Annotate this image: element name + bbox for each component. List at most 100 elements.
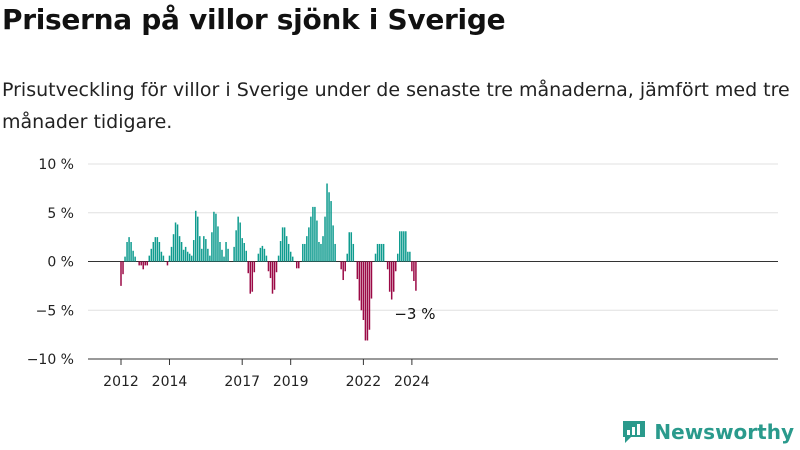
bar bbox=[190, 255, 193, 262]
bar bbox=[279, 241, 282, 262]
bar bbox=[199, 236, 201, 262]
bar bbox=[275, 261, 278, 273]
bar bbox=[390, 261, 393, 300]
bar bbox=[148, 255, 151, 262]
bar bbox=[138, 261, 140, 266]
bar bbox=[158, 242, 161, 262]
bar bbox=[334, 243, 336, 262]
bar bbox=[120, 261, 122, 286]
bar bbox=[366, 261, 369, 341]
y-tick-label: −5 % bbox=[36, 303, 74, 319]
bar bbox=[411, 261, 413, 272]
bar bbox=[386, 261, 389, 270]
x-tick-label: 2017 bbox=[224, 374, 260, 390]
bar bbox=[281, 227, 284, 262]
bar bbox=[219, 242, 221, 262]
bar bbox=[401, 231, 403, 262]
bar bbox=[324, 216, 326, 262]
bar bbox=[356, 261, 359, 280]
bar bbox=[152, 242, 155, 262]
bar bbox=[126, 242, 128, 262]
bar bbox=[205, 239, 207, 262]
bar bbox=[186, 251, 189, 262]
bar bbox=[352, 243, 355, 262]
bar bbox=[413, 261, 415, 281]
bar bbox=[409, 251, 411, 262]
chart-title: Priserna på villor sjönk i Sverige bbox=[2, 3, 506, 36]
bar bbox=[227, 248, 229, 262]
bar bbox=[253, 261, 256, 273]
bar bbox=[156, 237, 159, 262]
bar bbox=[392, 261, 395, 292]
bar bbox=[235, 230, 237, 262]
bar bbox=[332, 225, 334, 262]
bar bbox=[180, 242, 183, 262]
bar bbox=[285, 236, 288, 262]
bar bbox=[182, 249, 185, 262]
bar bbox=[322, 236, 324, 262]
bar bbox=[192, 240, 195, 262]
bar bbox=[295, 261, 298, 269]
bar bbox=[358, 261, 361, 301]
bar bbox=[310, 216, 312, 262]
bar bbox=[388, 261, 391, 292]
bar bbox=[350, 232, 353, 262]
brand-logo: Newsworthy bbox=[620, 418, 794, 446]
bar bbox=[314, 206, 316, 262]
bar bbox=[273, 261, 276, 290]
bar bbox=[150, 248, 153, 262]
bar bbox=[172, 234, 175, 262]
bar bbox=[415, 261, 417, 291]
bar bbox=[407, 251, 409, 262]
bar bbox=[197, 216, 199, 262]
bar bbox=[243, 242, 245, 262]
bar bbox=[396, 253, 399, 262]
bar bbox=[374, 253, 377, 262]
bar bbox=[201, 248, 203, 262]
bar bbox=[176, 224, 179, 262]
bar bbox=[154, 237, 157, 262]
bar bbox=[146, 261, 149, 266]
bar bbox=[271, 261, 274, 294]
bar bbox=[209, 255, 211, 262]
bar bbox=[267, 261, 270, 272]
bar bbox=[170, 246, 173, 262]
bar bbox=[360, 261, 363, 311]
bar bbox=[348, 232, 351, 262]
bar bbox=[344, 261, 346, 272]
bar bbox=[378, 243, 381, 262]
bar bbox=[233, 246, 235, 262]
bar bbox=[166, 261, 169, 266]
chart-subtitle: Prisutveckling för villor i Sverige unde… bbox=[2, 79, 790, 133]
bar bbox=[283, 227, 286, 262]
brand-name: Newsworthy bbox=[654, 420, 794, 444]
bar bbox=[269, 261, 272, 279]
bar bbox=[217, 226, 219, 262]
y-tick-label: 10 % bbox=[38, 157, 74, 173]
bar bbox=[132, 250, 134, 262]
bar bbox=[124, 256, 126, 262]
bar bbox=[257, 253, 260, 262]
bar bbox=[225, 242, 227, 262]
bar bbox=[330, 201, 332, 262]
x-axis: 2012 2014 2017 2019 2022 2024 bbox=[88, 358, 778, 390]
bar bbox=[213, 211, 215, 262]
bar bbox=[144, 261, 146, 266]
bar bbox=[399, 231, 401, 262]
bar bbox=[306, 236, 308, 262]
bar bbox=[249, 261, 252, 294]
bar bbox=[304, 243, 306, 262]
bar bbox=[239, 222, 241, 262]
bar bbox=[188, 253, 191, 262]
bar bbox=[203, 236, 205, 262]
bar bbox=[160, 251, 163, 262]
bar bbox=[328, 192, 330, 262]
bar bbox=[405, 231, 407, 262]
bar bbox=[261, 245, 264, 262]
bar bbox=[287, 243, 290, 262]
bar bbox=[178, 236, 181, 262]
bar bbox=[318, 242, 320, 262]
y-tick-label: −10 % bbox=[27, 352, 74, 368]
bar bbox=[364, 261, 367, 341]
